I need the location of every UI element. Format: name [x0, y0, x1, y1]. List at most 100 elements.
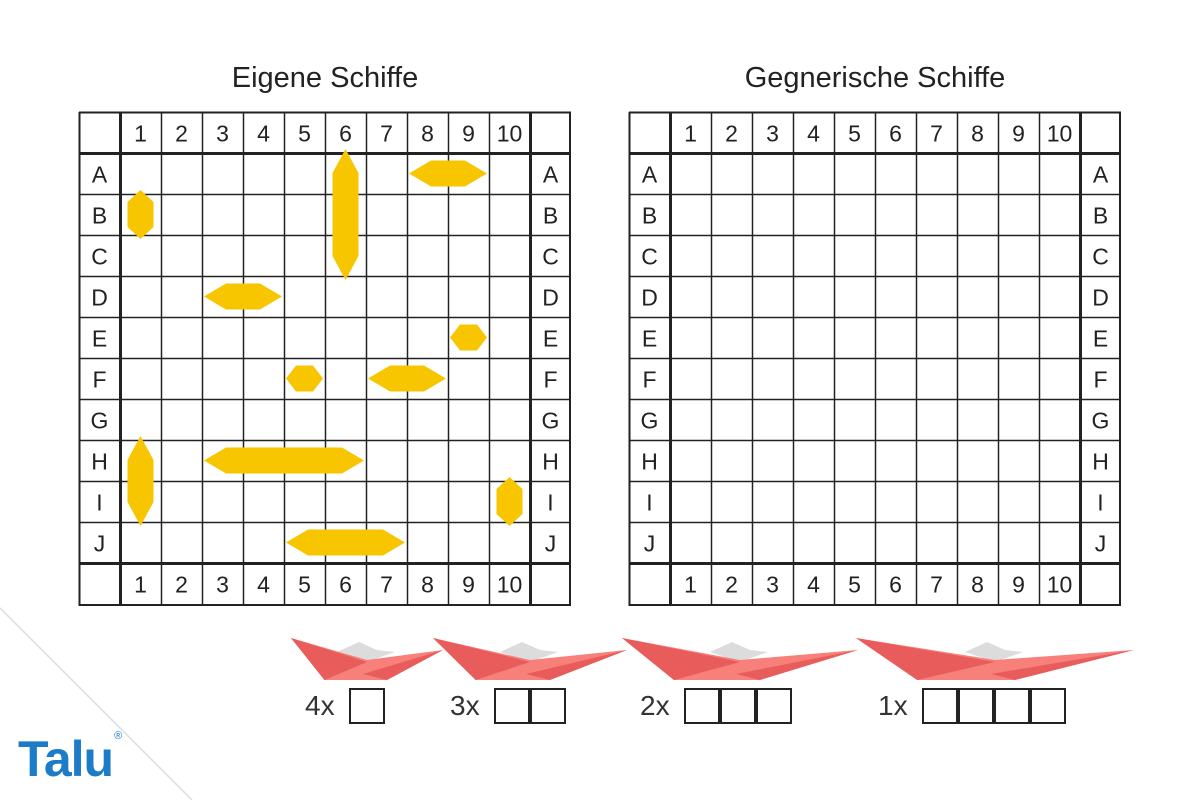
enemy-cell-E6[interactable]: [877, 319, 914, 356]
enemy-cell-I6[interactable]: [877, 483, 914, 520]
enemy-cell-A1[interactable]: [672, 155, 709, 192]
enemy-cell-D9[interactable]: [1000, 278, 1037, 315]
enemy-cell-A9[interactable]: [1000, 155, 1037, 192]
enemy-cell-F10[interactable]: [1041, 360, 1078, 397]
enemy-cell-G1[interactable]: [672, 401, 709, 438]
enemy-cell-D6[interactable]: [877, 278, 914, 315]
enemy-cell-D4[interactable]: [795, 278, 832, 315]
enemy-cell-H5[interactable]: [836, 442, 873, 479]
enemy-cell-D1[interactable]: [672, 278, 709, 315]
enemy-cell-I10[interactable]: [1041, 483, 1078, 520]
enemy-cell-I5[interactable]: [836, 483, 873, 520]
enemy-cell-A8[interactable]: [959, 155, 996, 192]
enemy-cell-G5[interactable]: [836, 401, 873, 438]
enemy-cell-D8[interactable]: [959, 278, 996, 315]
enemy-cell-A5[interactable]: [836, 155, 873, 192]
enemy-cell-F8[interactable]: [959, 360, 996, 397]
enemy-cell-J1[interactable]: [672, 524, 709, 561]
enemy-cell-H6[interactable]: [877, 442, 914, 479]
enemy-cell-H2[interactable]: [713, 442, 750, 479]
enemy-cell-J5[interactable]: [836, 524, 873, 561]
enemy-cell-I3[interactable]: [754, 483, 791, 520]
enemy-cell-H8[interactable]: [959, 442, 996, 479]
enemy-cell-F1[interactable]: [672, 360, 709, 397]
enemy-cell-D7[interactable]: [918, 278, 955, 315]
enemy-cell-G6[interactable]: [877, 401, 914, 438]
enemy-cell-F3[interactable]: [754, 360, 791, 397]
enemy-cell-G4[interactable]: [795, 401, 832, 438]
enemy-cell-C5[interactable]: [836, 237, 873, 274]
enemy-cell-A10[interactable]: [1041, 155, 1078, 192]
enemy-cell-J3[interactable]: [754, 524, 791, 561]
enemy-cell-H7[interactable]: [918, 442, 955, 479]
enemy-cell-G10[interactable]: [1041, 401, 1078, 438]
enemy-cell-I1[interactable]: [672, 483, 709, 520]
enemy-cell-C6[interactable]: [877, 237, 914, 274]
enemy-cell-J9[interactable]: [1000, 524, 1037, 561]
enemy-cell-H3[interactable]: [754, 442, 791, 479]
enemy-board[interactable]: 1 1 2 2 3 3 4 4 5 5 6 6 7 7 8 8 9 9 10 10 A A B B C C D D E E F F G G H H I I…: [628, 111, 1121, 606]
enemy-cell-G3[interactable]: [754, 401, 791, 438]
enemy-cell-E3[interactable]: [754, 319, 791, 356]
enemy-cell-C7[interactable]: [918, 237, 955, 274]
enemy-cell-B6[interactable]: [877, 196, 914, 233]
enemy-cell-F4[interactable]: [795, 360, 832, 397]
enemy-cell-H9[interactable]: [1000, 442, 1037, 479]
enemy-cell-C9[interactable]: [1000, 237, 1037, 274]
enemy-cell-D2[interactable]: [713, 278, 750, 315]
enemy-cell-E7[interactable]: [918, 319, 955, 356]
enemy-cell-H1[interactable]: [672, 442, 709, 479]
enemy-cell-A4[interactable]: [795, 155, 832, 192]
enemy-cell-F5[interactable]: [836, 360, 873, 397]
enemy-cell-C3[interactable]: [754, 237, 791, 274]
enemy-cell-B3[interactable]: [754, 196, 791, 233]
enemy-cell-C4[interactable]: [795, 237, 832, 274]
enemy-cell-I8[interactable]: [959, 483, 996, 520]
enemy-cell-C8[interactable]: [959, 237, 996, 274]
enemy-cell-B10[interactable]: [1041, 196, 1078, 233]
enemy-cell-I2[interactable]: [713, 483, 750, 520]
enemy-cell-E10[interactable]: [1041, 319, 1078, 356]
enemy-cell-E5[interactable]: [836, 319, 873, 356]
enemy-cell-E9[interactable]: [1000, 319, 1037, 356]
enemy-cell-A6[interactable]: [877, 155, 914, 192]
enemy-cell-G9[interactable]: [1000, 401, 1037, 438]
enemy-cell-D10[interactable]: [1041, 278, 1078, 315]
enemy-cell-B1[interactable]: [672, 196, 709, 233]
enemy-cell-C10[interactable]: [1041, 237, 1078, 274]
enemy-cell-E2[interactable]: [713, 319, 750, 356]
enemy-cell-J4[interactable]: [795, 524, 832, 561]
enemy-cell-B9[interactable]: [1000, 196, 1037, 233]
enemy-cell-A7[interactable]: [918, 155, 955, 192]
enemy-cell-B4[interactable]: [795, 196, 832, 233]
enemy-cell-G8[interactable]: [959, 401, 996, 438]
enemy-cell-J2[interactable]: [713, 524, 750, 561]
enemy-cell-C2[interactable]: [713, 237, 750, 274]
enemy-cell-H4[interactable]: [795, 442, 832, 479]
enemy-cell-B2[interactable]: [713, 196, 750, 233]
enemy-cell-G2[interactable]: [713, 401, 750, 438]
enemy-cell-F2[interactable]: [713, 360, 750, 397]
enemy-cell-B5[interactable]: [836, 196, 873, 233]
enemy-cell-F6[interactable]: [877, 360, 914, 397]
enemy-cell-E8[interactable]: [959, 319, 996, 356]
enemy-cell-F7[interactable]: [918, 360, 955, 397]
enemy-cell-J6[interactable]: [877, 524, 914, 561]
enemy-cell-C1[interactable]: [672, 237, 709, 274]
enemy-cell-I7[interactable]: [918, 483, 955, 520]
enemy-cell-B8[interactable]: [959, 196, 996, 233]
enemy-cell-D3[interactable]: [754, 278, 791, 315]
enemy-cell-E4[interactable]: [795, 319, 832, 356]
enemy-cell-G7[interactable]: [918, 401, 955, 438]
enemy-cell-J8[interactable]: [959, 524, 996, 561]
enemy-cell-J10[interactable]: [1041, 524, 1078, 561]
enemy-cell-F9[interactable]: [1000, 360, 1037, 397]
enemy-cell-I4[interactable]: [795, 483, 832, 520]
enemy-cell-B7[interactable]: [918, 196, 955, 233]
enemy-cell-A2[interactable]: [713, 155, 750, 192]
enemy-cell-J7[interactable]: [918, 524, 955, 561]
enemy-cell-D5[interactable]: [836, 278, 873, 315]
enemy-cell-E1[interactable]: [672, 319, 709, 356]
enemy-cell-A3[interactable]: [754, 155, 791, 192]
